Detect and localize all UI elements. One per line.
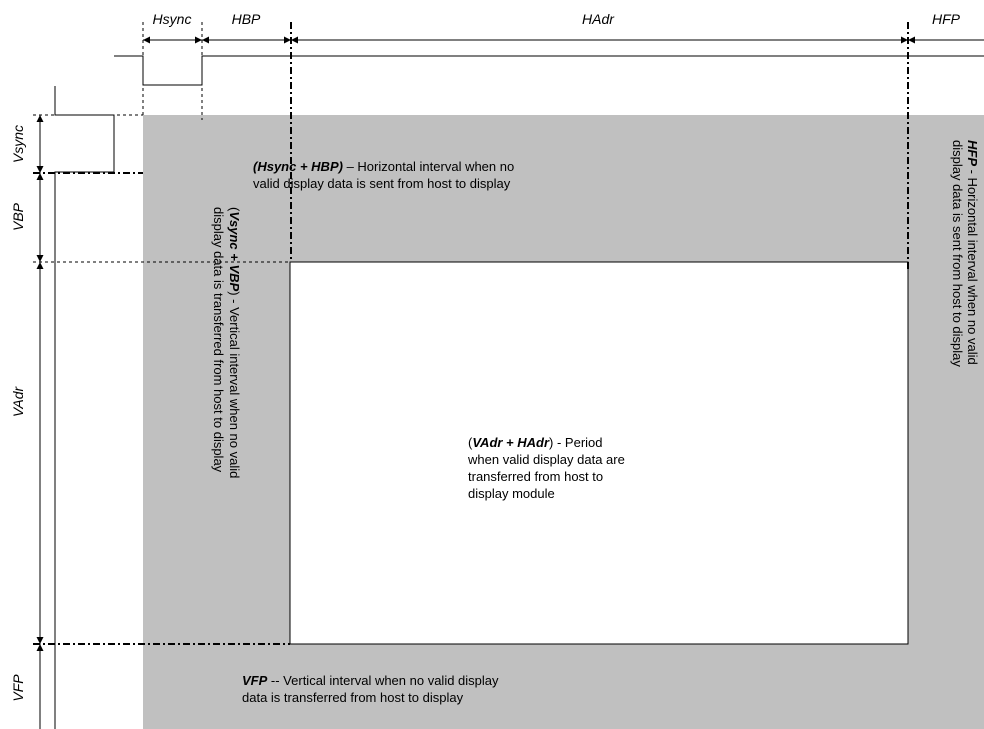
hfp-description: HFP - Horizontal interval when no valid …: [950, 140, 980, 368]
vertical-guides: [142, 22, 909, 270]
vsync-vbp-term: Vsync + VBP: [227, 211, 242, 291]
vfp-description: VFP -- Vertical interval when no valid d…: [242, 673, 502, 705]
hadr-label: HAdr: [582, 11, 615, 27]
vadr-label: VAdr: [10, 385, 26, 417]
hbp-label: HBP: [232, 11, 261, 27]
vfp-label: VFP: [10, 674, 26, 702]
hfp-label: HFP: [932, 11, 961, 27]
horizontal-guides: [33, 114, 908, 645]
vsync-label: Vsync: [10, 125, 26, 163]
vfp-term: VFP: [242, 673, 268, 688]
hsync-waveform: [114, 55, 984, 86]
active-period-description: (VAdr + HAdr) - Period when valid displa…: [467, 435, 628, 501]
hsync-hbp-description: (Hsync + HBP) – Horizontal interval when…: [253, 159, 518, 191]
hsync-label: Hsync: [153, 11, 192, 27]
active-period-term: VAdr + HAdr: [472, 435, 550, 450]
hsync-hbp-term: (Hsync + HBP): [253, 159, 343, 174]
hfp-term: HFP: [965, 140, 980, 166]
active-region: [289, 261, 909, 645]
vsync-waveform: [54, 86, 115, 729]
vbp-label: VBP: [10, 202, 26, 231]
vsync-vbp-description: (Vsync + VBP) - Vertical interval when n…: [211, 207, 242, 482]
